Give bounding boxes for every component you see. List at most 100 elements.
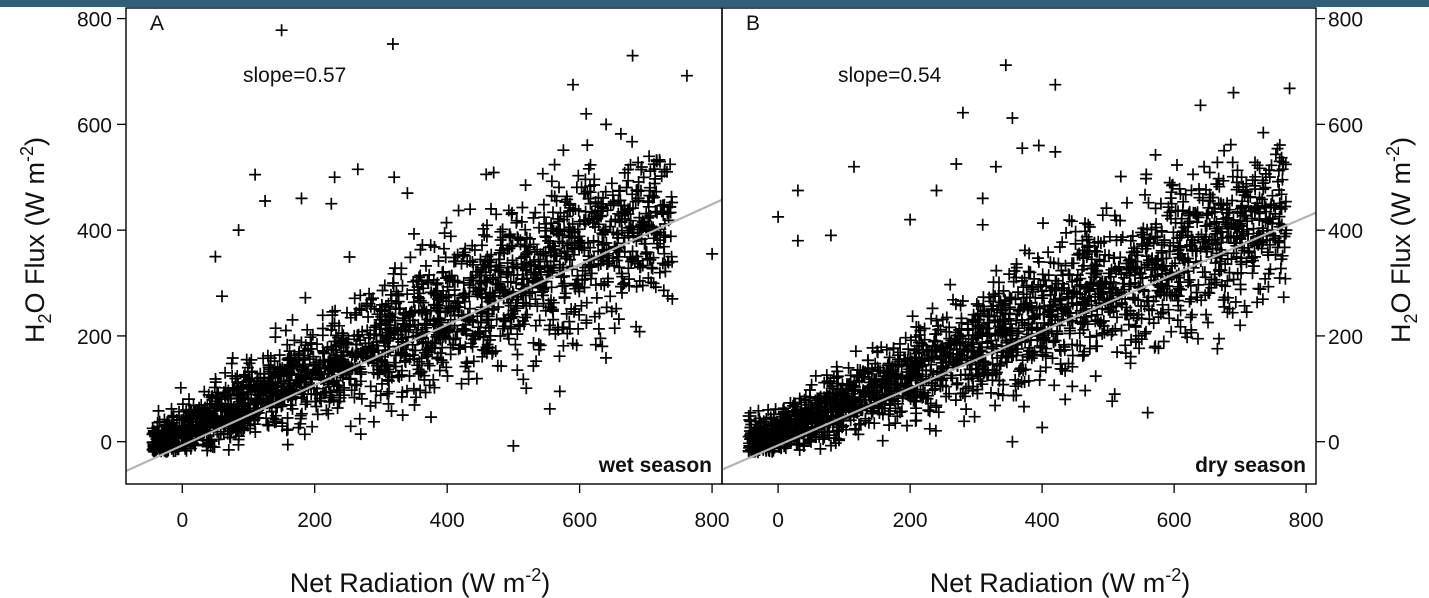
scatter-point [1018, 244, 1031, 257]
scatter-point [635, 218, 648, 231]
scatter-point [292, 353, 305, 366]
scatter-point [1191, 216, 1204, 229]
scatter-point [206, 440, 219, 453]
scatter-point [894, 337, 906, 350]
scatter-point [873, 407, 886, 419]
scatter-point [654, 199, 667, 212]
scatter-point [250, 394, 263, 407]
scatter-point [1089, 370, 1102, 383]
scatter-point [1164, 289, 1177, 302]
scatter-point [281, 412, 294, 424]
scatter-point [414, 294, 427, 307]
scatter-point [262, 361, 275, 374]
scatter-point [325, 340, 338, 353]
scatter-point [601, 275, 614, 288]
scatter-point [1054, 294, 1067, 307]
scatter-point [825, 401, 838, 413]
scatter-point [565, 236, 578, 249]
scatter-point [1274, 262, 1287, 275]
scatter-point [563, 322, 576, 335]
scatter-point [443, 274, 456, 286]
scatter-point [249, 168, 262, 181]
scatter-point [230, 384, 242, 397]
scatter-point [174, 381, 187, 394]
scatter-point [1183, 273, 1196, 286]
scatter-point [795, 403, 808, 416]
scatter-point [1037, 217, 1049, 230]
scatter-point [519, 289, 532, 302]
scatter-point [1171, 280, 1184, 293]
scatter-point [1074, 317, 1087, 330]
scatter-point [880, 365, 893, 378]
scatter-point [464, 203, 477, 216]
scatter-point [830, 360, 843, 373]
scatter-point [511, 348, 524, 361]
scatter-point [1251, 296, 1264, 309]
scatter-point [327, 377, 340, 390]
panel-a-slope-annotation: slope=0.57 [243, 64, 346, 87]
scatter-point [997, 323, 1010, 336]
scatter-point [1235, 266, 1248, 279]
scatter-point [1202, 201, 1215, 214]
scatter-point [1046, 308, 1059, 321]
scatter-point [390, 288, 403, 300]
scatter-point [1203, 287, 1216, 300]
scatter-point [910, 347, 923, 360]
scatter-point [1201, 243, 1214, 256]
panel-b-y-title-sup: -2 [1383, 146, 1403, 162]
scatter-point [346, 348, 359, 361]
scatter-point [476, 239, 488, 252]
scatter-point [485, 260, 497, 273]
scatter-point [1077, 348, 1090, 361]
scatter-point [269, 409, 282, 422]
scatter-point [153, 415, 166, 428]
scatter-point [799, 390, 812, 403]
scatter-point [423, 359, 436, 372]
scatter-point [1151, 230, 1164, 243]
panel-a-fit-line [125, 198, 723, 473]
scatter-point [983, 309, 996, 322]
scatter-point [1135, 312, 1148, 325]
scatter-point [1196, 236, 1209, 248]
scatter-point [375, 310, 388, 323]
scatter-point [1010, 271, 1023, 284]
scatter-point [301, 395, 314, 408]
scatter-point [383, 385, 395, 398]
scatter-point [824, 229, 837, 242]
scatter-point [1139, 242, 1152, 255]
scatter-point [1191, 291, 1204, 304]
scatter-point [922, 404, 935, 417]
scatter-point [1139, 188, 1151, 201]
scatter-point [317, 386, 330, 399]
scatter-point [298, 344, 311, 357]
scatter-point [1082, 285, 1095, 298]
panel-a-x-tick-label: 600 [562, 509, 597, 532]
scatter-point [537, 297, 550, 310]
scatter-point [928, 383, 941, 395]
scatter-point [477, 331, 490, 344]
scatter-point [429, 285, 442, 297]
panel-b-x-title-sup: -2 [1165, 565, 1181, 585]
scatter-point [469, 285, 482, 298]
scatter-point [553, 350, 566, 363]
scatter-point [1030, 301, 1043, 314]
scatter-point [926, 384, 939, 397]
panel-b-y-tick-label: 0 [1328, 432, 1340, 455]
scatter-point [1083, 331, 1096, 343]
scatter-point [389, 262, 401, 275]
panel-b-x-tick-label: 200 [893, 509, 928, 532]
scatter-point [1036, 292, 1049, 305]
scatter-point [1246, 212, 1258, 225]
scatter-point [990, 366, 1003, 379]
panel-a-x-tick-label: 400 [430, 509, 465, 532]
scatter-point [354, 289, 367, 302]
scatter-point [210, 411, 223, 423]
scatter-point [279, 324, 292, 337]
scatter-point [348, 292, 361, 305]
scatter-point [814, 442, 827, 455]
scatter-point [1115, 324, 1128, 337]
scatter-point [1276, 173, 1289, 186]
scatter-point [548, 190, 561, 203]
scatter-point [1203, 166, 1216, 179]
scatter-point [1172, 282, 1185, 295]
